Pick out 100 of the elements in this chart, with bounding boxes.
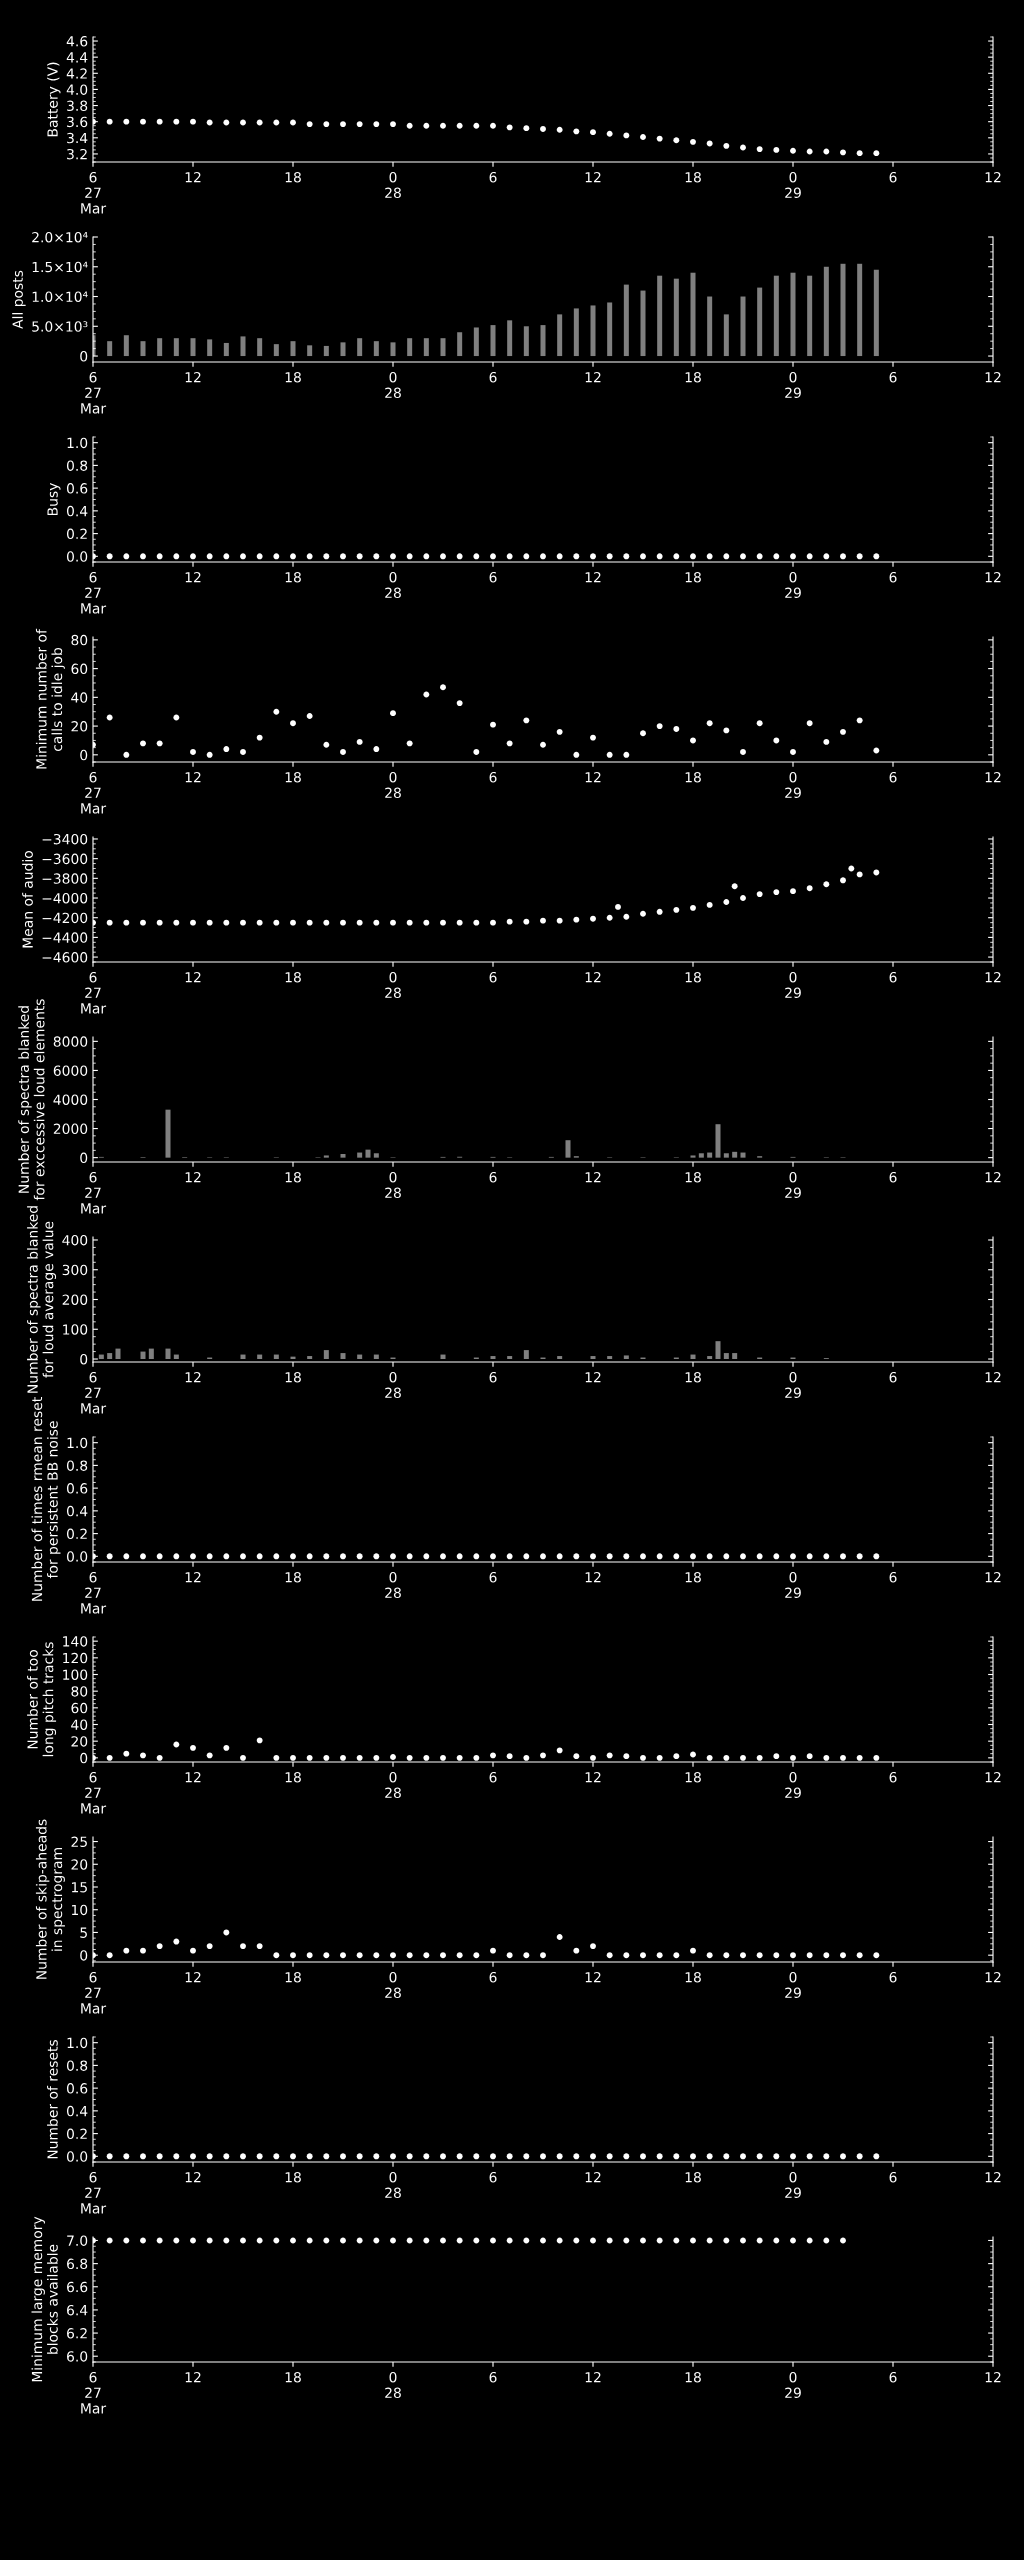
y-tick-label: 0 (80, 351, 88, 362)
bar (540, 325, 546, 357)
point (356, 1754, 363, 1761)
y-tick-label: 1.0 (67, 2037, 88, 2049)
point (590, 734, 596, 741)
bar (123, 335, 129, 357)
x-tick-label: 18 (285, 1171, 301, 1183)
x-tick-label: 12 (585, 571, 601, 583)
point (523, 125, 530, 132)
point (773, 737, 780, 744)
x-tick-label: 0 28 (385, 2371, 401, 2399)
x-tick-label: 12 (985, 571, 1001, 583)
point (256, 734, 263, 741)
bar (157, 338, 163, 357)
point (406, 1952, 413, 1959)
point (840, 728, 846, 735)
x-tick-label: 12 (185, 571, 201, 583)
bar (423, 338, 429, 357)
point (506, 740, 513, 747)
x-tick-label: 6 (889, 2171, 897, 2183)
x-tick-label: 12 (185, 171, 201, 183)
point (823, 738, 830, 745)
y-tick-label: 0.8 (66, 1460, 88, 1471)
point (856, 150, 863, 157)
point (256, 1943, 263, 1950)
x-tick-label: 0 29 (785, 571, 801, 599)
point (706, 140, 713, 147)
point (640, 730, 646, 737)
y-tick-label: 80 (71, 1686, 88, 1697)
point (190, 1947, 196, 1954)
point (106, 714, 113, 721)
bar (707, 296, 713, 357)
y-tick-label: 0.2 (66, 1528, 87, 1540)
point (656, 135, 663, 142)
bar (607, 302, 613, 357)
y-axis-title: Number of skip-aheads in spectrogram (35, 1819, 65, 1979)
y-tick-label: 6.4 (67, 2304, 88, 2316)
x-tick-label: 6 (889, 1371, 897, 1383)
x-tick-label: 0 29 (785, 1771, 801, 1799)
y-axis-title: All posts (12, 270, 26, 329)
y-tick-label: 0.4 (66, 505, 88, 517)
x-tick-label: 18 (285, 571, 301, 583)
point (440, 1754, 446, 1761)
point (606, 1952, 613, 1959)
y-tick-label: 4.0 (66, 84, 88, 95)
point (456, 1754, 463, 1761)
y-tick-label: 0.8 (66, 2060, 88, 2071)
point (590, 1943, 596, 1950)
point (323, 741, 330, 748)
bar (590, 305, 596, 357)
y-tick-label: 0 (80, 1950, 88, 1961)
y-tick-label: 0.2 (66, 528, 87, 540)
point (223, 1744, 230, 1751)
point (556, 728, 563, 735)
point (656, 1754, 663, 1761)
x-tick-label: 0 28 (385, 1371, 401, 1399)
x-tick-label: 0 29 (785, 1371, 801, 1399)
point (440, 122, 446, 129)
y-tick-label: 0 (80, 1152, 88, 1164)
y-tick-label: 60 (71, 663, 88, 675)
point (740, 749, 746, 755)
point (473, 1754, 480, 1761)
x-tick-label: 18 (685, 1971, 701, 1983)
point (606, 751, 613, 758)
x-tick-label: 6 (489, 1371, 497, 1383)
x-tick-label: 6 (489, 1771, 497, 1783)
x-tick-label: 18 (285, 1571, 301, 1583)
bar (740, 296, 746, 357)
point (723, 1754, 730, 1761)
y-tick-label: 0.6 (66, 2083, 88, 2094)
x-tick-label: 0 29 (785, 1971, 801, 1999)
point (573, 128, 580, 135)
x-tick-label: 6 (889, 1171, 897, 1183)
point (673, 1952, 680, 1959)
y-tick-label: −3800 (42, 873, 88, 884)
point (306, 1952, 313, 1959)
x-tick-label: 12 (185, 1171, 201, 1183)
point (490, 721, 496, 728)
point (806, 1753, 813, 1760)
x-tick-label: 6 (889, 1971, 897, 1983)
point (740, 144, 746, 151)
point (723, 1952, 730, 1959)
x-tick-label: 12 (585, 1371, 601, 1383)
point (340, 121, 346, 128)
y-axis-title: Minimum number of calls to idle job (35, 628, 65, 769)
x-tick-label: 12 (185, 1371, 201, 1383)
x-tick-label: 6 27 Mar (81, 2171, 107, 2214)
x-tick-label: 6 (489, 371, 497, 383)
x-tick-label: 0 28 (385, 2171, 401, 2199)
y-axis-title: Number of too long pitch tracks (27, 1642, 57, 1757)
x-tick-label: 6 (489, 171, 497, 183)
x-tick-label: 12 (985, 1771, 1001, 1783)
y-tick-label: 2.0×10⁴ (32, 231, 88, 243)
point (756, 1754, 763, 1761)
point (106, 1952, 113, 1959)
y-tick-label: 6.8 (67, 2258, 88, 2270)
point (223, 1929, 230, 1936)
y-axis-title: Number of spectra blanked for exccessive loud elements (18, 999, 45, 1201)
point (623, 751, 630, 758)
point (140, 740, 146, 747)
